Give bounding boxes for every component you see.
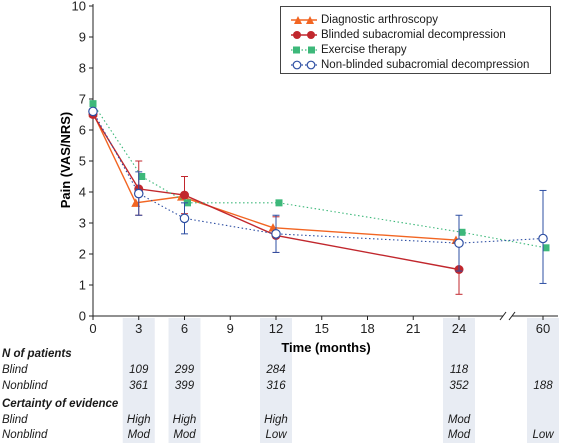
series-2	[89, 100, 550, 252]
table-cell-c-blind: Mod	[447, 414, 471, 426]
column-band	[168, 318, 201, 443]
column-bands	[122, 318, 559, 443]
y-tick-label: 8	[79, 61, 86, 76]
table-cell-n-nonblind: 399	[174, 380, 195, 392]
table-cell-c-nonblind: Low	[532, 429, 554, 441]
x-tick-label: 21	[406, 321, 420, 336]
table-cell-c-blind: High	[126, 414, 151, 426]
data-point	[538, 233, 548, 244]
axis-break-mark	[499, 311, 507, 321]
table-cell-c-nonblind: Low	[265, 429, 287, 441]
y-axis-label: Pain (VAS/NRS)	[58, 112, 73, 209]
x-tick-label: 18	[360, 321, 374, 336]
column-band	[260, 318, 292, 443]
data-point	[138, 173, 146, 180]
data-point	[180, 190, 189, 200]
y-tick-label: 7	[79, 92, 86, 107]
y-tick-label: 9	[79, 30, 86, 45]
table-cell-n-nonblind: 188	[533, 380, 553, 392]
legend: Diagnostic arthroscopy Blinded subacromi…	[280, 6, 551, 74]
series-line	[92, 103, 547, 249]
table-cell-c-nonblind: Mod	[173, 429, 196, 441]
table-cell-n-blind: 118	[449, 364, 469, 376]
data-point	[542, 244, 550, 252]
table-cell-n-nonblind: 361	[129, 380, 149, 392]
n-nonblind-label: Nonblind	[2, 380, 48, 392]
data-point	[133, 188, 144, 199]
x-tick-label: 3	[135, 321, 142, 336]
filled-circle-marker-icon	[291, 31, 317, 39]
x-tick-label: 24	[452, 321, 466, 336]
series-line	[92, 111, 544, 244]
table-cell-c-blind: High	[264, 414, 288, 426]
y-tick-label: 6	[79, 123, 86, 138]
n-blind-label: Blind	[2, 364, 28, 376]
x-tick-label: 12	[269, 321, 283, 336]
series-layer	[88, 100, 550, 295]
x-tick-label: 6	[181, 321, 188, 336]
data-point	[458, 228, 466, 236]
x-tick-label: 60	[536, 321, 550, 336]
data-point	[89, 100, 97, 108]
table-cell-n-blind: 109	[129, 364, 149, 376]
y-tick-label: 3	[79, 216, 86, 231]
legend-label: Blinded subacromial decompression	[321, 29, 506, 41]
data-point	[131, 198, 141, 207]
y-tick-label: 5	[79, 154, 86, 169]
column-band	[527, 318, 559, 443]
legend-label: Exercise therapy	[321, 44, 407, 56]
n-patients-heading: N of patients	[2, 348, 72, 360]
x-axis-label: Time (months)	[281, 340, 370, 355]
y-tick-label: 2	[79, 247, 86, 262]
y-tick-label: 0	[79, 309, 86, 324]
certainty-heading: Certainty of evidence	[2, 398, 119, 410]
x-tick-label: 0	[89, 321, 96, 336]
data-point	[275, 199, 283, 207]
data-point	[179, 213, 190, 224]
x-tick-label: 9	[227, 321, 234, 336]
data-point	[271, 229, 281, 239]
axis-break-mark	[508, 311, 516, 321]
c-blind-label: Blind	[2, 414, 28, 426]
open-circle-marker-icon	[291, 60, 317, 70]
column-band	[443, 318, 475, 443]
table-cell-n-blind: 299	[174, 364, 195, 376]
data-point	[454, 238, 464, 248]
square-marker-icon	[291, 46, 317, 54]
table-cell-c-blind: High	[172, 414, 197, 426]
table-cell-n-blind: 284	[266, 364, 286, 376]
legend-label: Diagnostic arthroscopy	[321, 14, 438, 26]
y-tick-label: 4	[79, 185, 86, 200]
table-cell-n-nonblind: 316	[266, 380, 286, 392]
series-line	[92, 112, 457, 241]
legend-label: Non-blinded subacromial decompression	[321, 59, 530, 71]
column-band	[122, 318, 155, 443]
table-cell-c-nonblind: Mod	[447, 429, 471, 441]
y-tick-label: 10	[72, 0, 86, 14]
series-3	[88, 106, 548, 284]
data-point	[88, 106, 98, 117]
table-cell-c-nonblind: Mod	[127, 429, 150, 441]
y-tick-label: 1	[79, 278, 86, 293]
triangle-marker-icon	[291, 16, 317, 24]
table-cell-n-nonblind: 352	[449, 380, 469, 392]
x-tick-label: 15	[315, 321, 329, 336]
c-nonblind-label: Nonblind	[2, 429, 48, 441]
